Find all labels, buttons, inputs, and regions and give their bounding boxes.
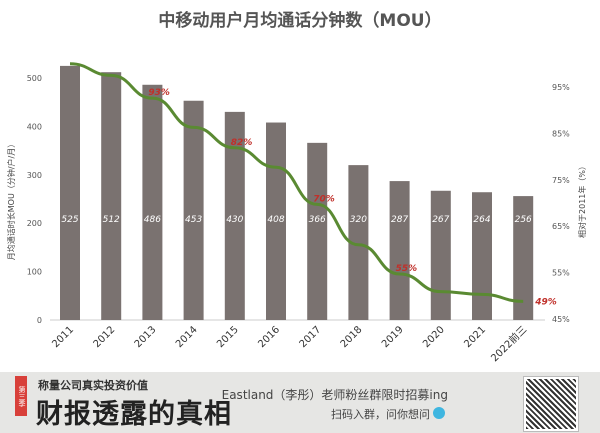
x-tick-label: 2015 [215,324,241,350]
bar [472,192,492,320]
promo-text: Eastland（李彤）老师粉丝群限时招募ing [221,388,448,402]
x-tick-label: 2019 [380,324,406,350]
qr-code[interactable] [523,376,579,432]
bar [224,111,245,320]
bar-value-label: 264 [473,215,490,225]
banner-title: 财报透露的真相 [36,399,232,430]
x-tick-label: 2013 [133,324,159,350]
bar [348,165,369,320]
x-tick-label: 2021 [462,324,488,350]
chart-title: 中移动用户月均通话分钟数（MOU） [158,10,441,31]
y2-tick-label: 45% [552,315,570,324]
bar-value-label: 366 [309,215,326,225]
x-tick-label: 2016 [256,324,282,350]
bar [183,100,204,320]
line-data-label: 49% [534,297,557,307]
y-tick-label: 0 [37,316,42,325]
y-tick-label: 100 [27,268,42,277]
bar-value-label: 486 [144,215,161,225]
bar-value-label: 267 [432,215,449,225]
bar-value-label: 430 [226,215,243,225]
banner-subtitle: 称量公司真实投资价值 [38,379,148,392]
x-tick-label: 2018 [339,324,365,350]
y-tick-label: 400 [27,122,42,131]
line-data-label: 82% [231,138,253,148]
bar-value-label: 320 [350,215,367,225]
bar [307,142,328,320]
cta-text[interactable]: 扫码入群，问你想问 [331,408,430,421]
bar-value-label: 453 [185,215,202,225]
y2-tick-label: 75% [552,176,570,185]
line-data-label: 70% [313,194,335,204]
bar [266,122,286,320]
line-data-label: 55% [396,264,418,274]
chart: 中移动用户月均通话分钟数（MOU） 月均通话时长MOU（分钟/户/月） 相对于2… [6,10,587,364]
bar-value-label: 287 [391,215,408,225]
x-tick-label: 2022前三 [488,323,529,364]
bar [60,65,80,321]
ratio-line [69,62,524,303]
bar [389,181,410,320]
arrow-icon[interactable] [433,407,445,419]
y-axis-label: 月均通话时长MOU（分钟/户/月） [6,140,16,260]
x-tick-label: 2012 [92,324,118,350]
season-tag: 第三季 [15,376,27,416]
y2-axis-label: 相对于2011年（%） [577,162,587,238]
y-tick-label: 500 [27,74,42,83]
x-tick-label: 2011 [50,324,76,350]
y2-tick-label: 95% [552,83,570,92]
bar-value-label: 256 [515,215,532,225]
bar [430,190,451,320]
bar [101,72,122,320]
y2-tick-label: 85% [552,129,570,138]
promo-banner: 第三季 称量公司真实投资价值 财报透露的真相 Eastland（李彤）老师粉丝群… [0,372,600,433]
bar-value-label: 512 [103,215,120,225]
bar-value-label: 408 [267,215,284,225]
line-data-label: 93% [148,88,170,98]
bar-value-label: 525 [61,215,78,225]
x-tick-label: 2017 [298,324,324,350]
y2-tick-label: 65% [552,222,570,231]
bar [142,84,163,320]
y-tick-label: 200 [27,219,42,228]
y-tick-label: 300 [27,171,42,180]
x-tick-label: 2014 [174,324,200,350]
y2-tick-label: 55% [552,269,570,278]
x-tick-label: 2020 [421,324,447,350]
bar [513,196,534,320]
